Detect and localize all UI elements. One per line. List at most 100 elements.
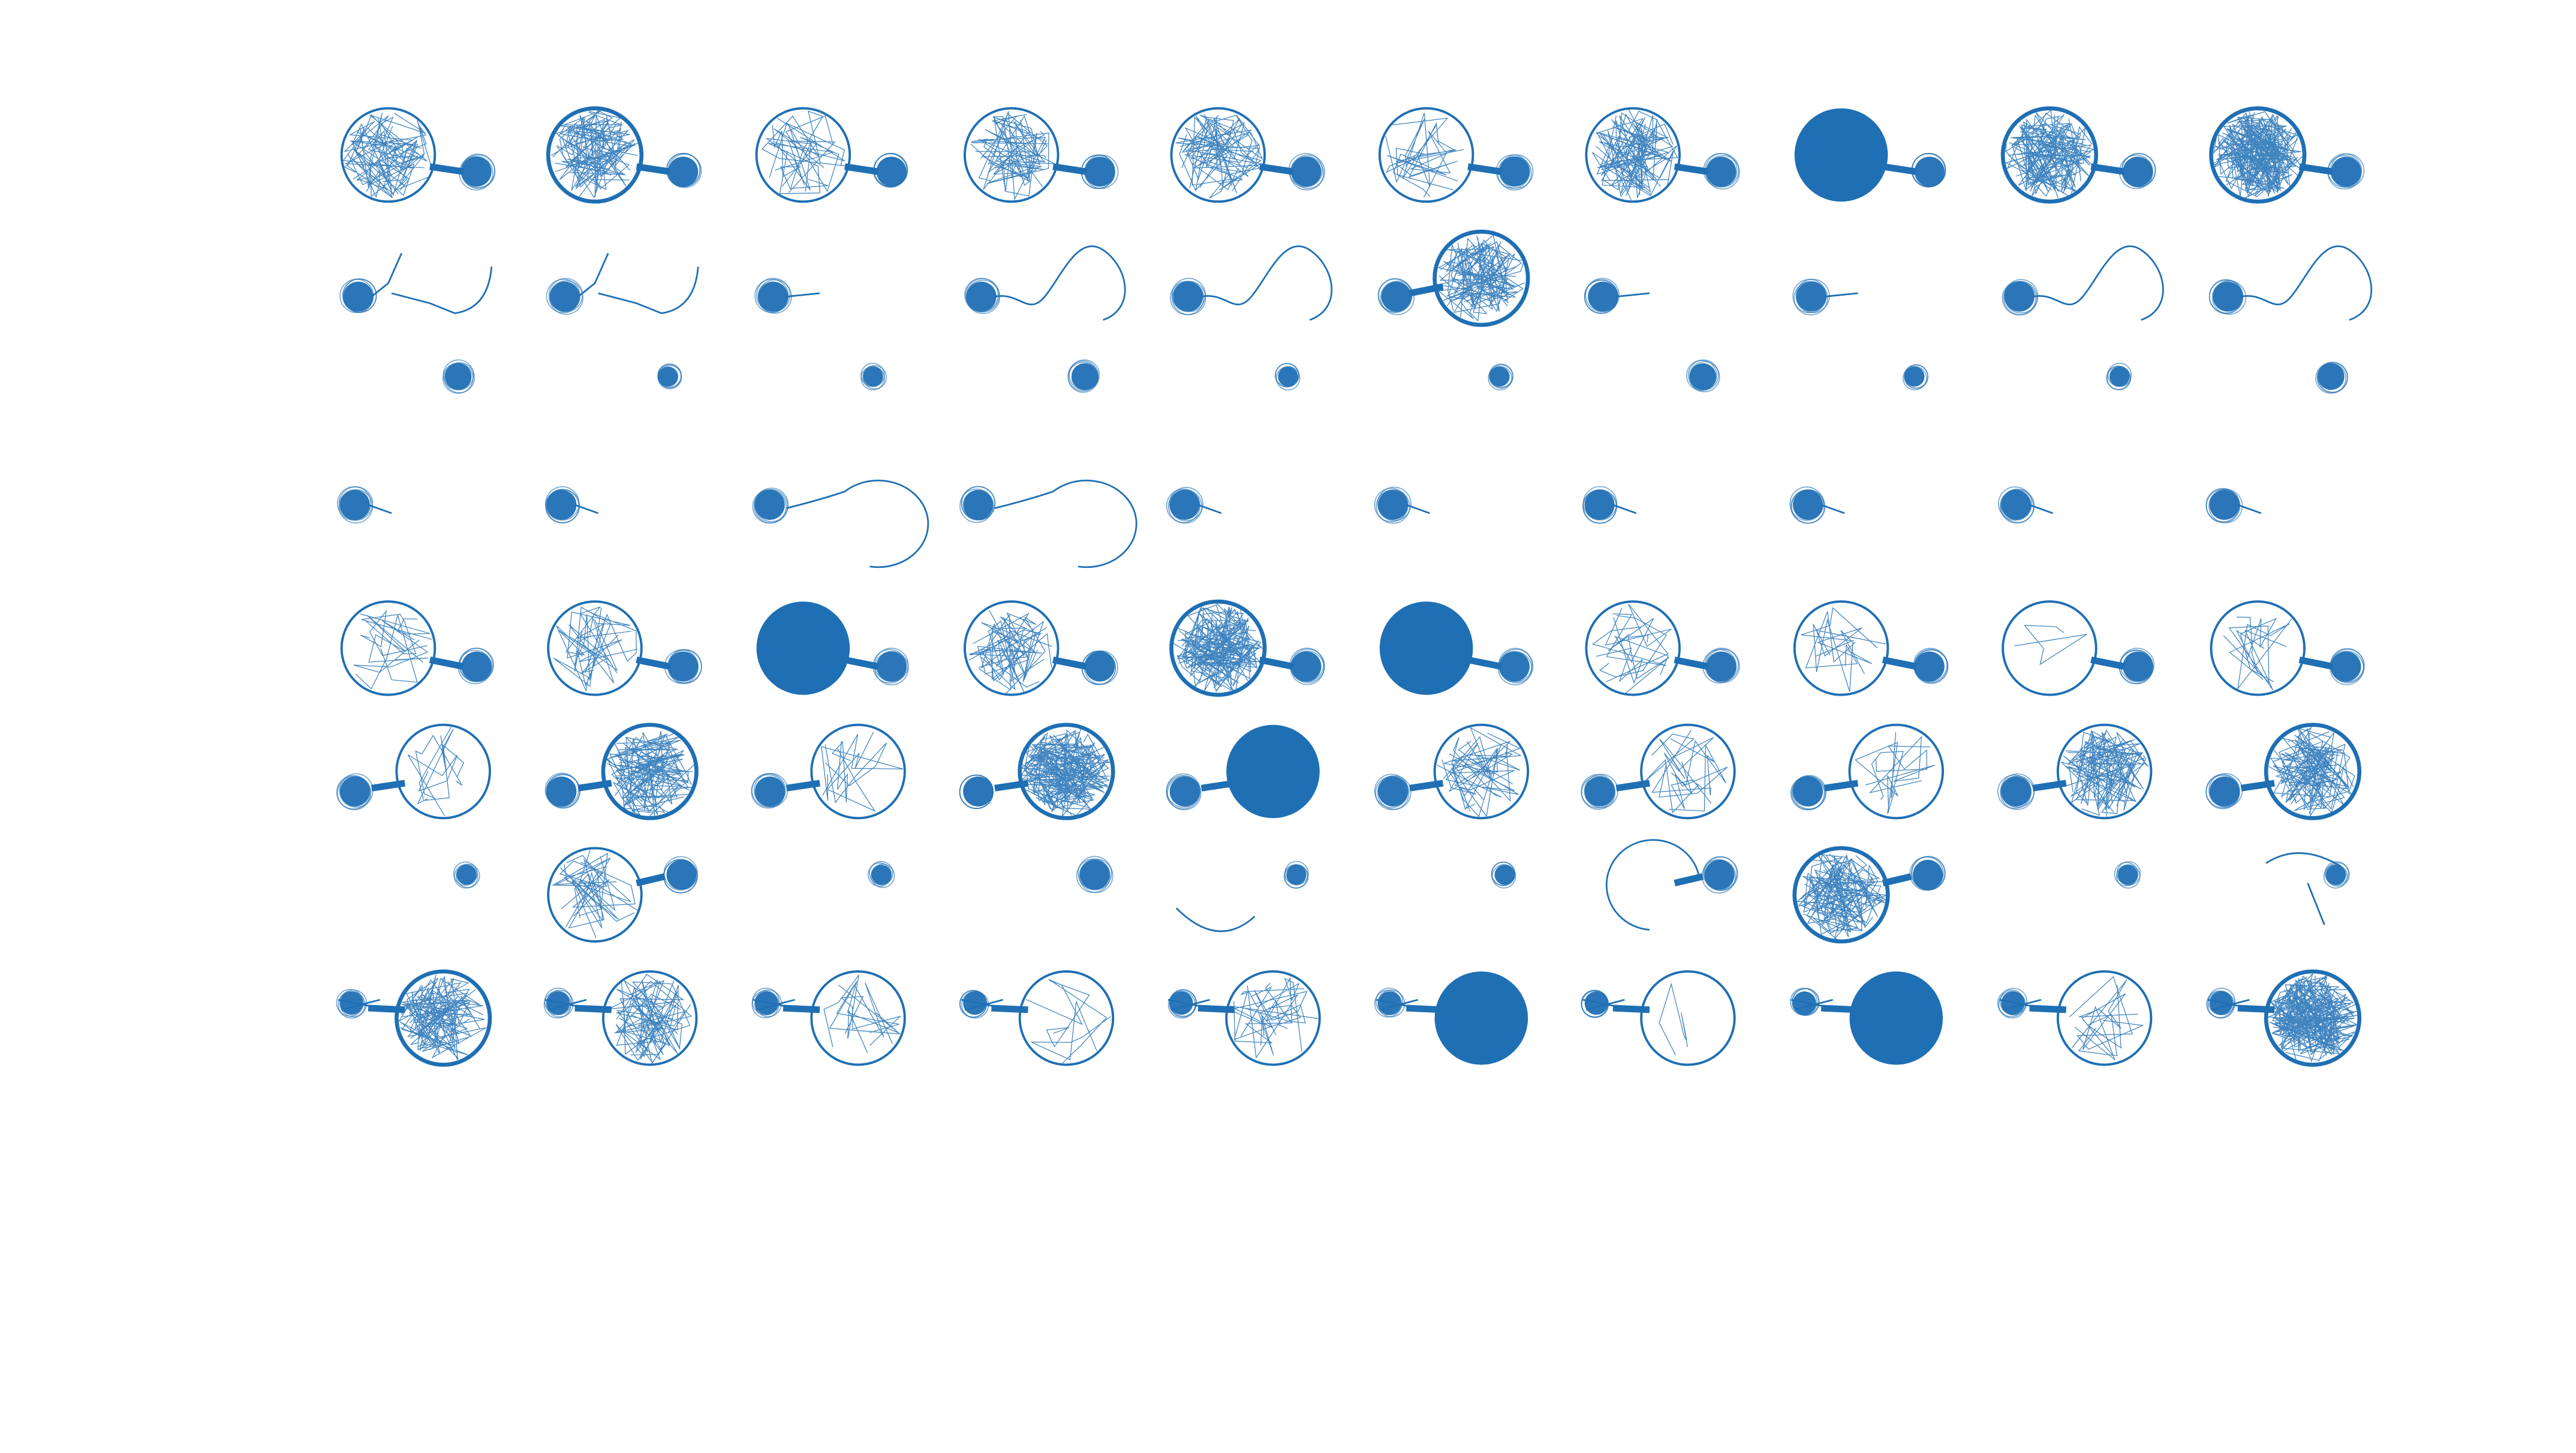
start-chamber-edge [2121,153,2156,188]
start-chamber-edge [461,154,495,188]
trajectory [1437,727,1522,817]
trajectory [1796,853,1888,940]
corridor [1259,656,1294,670]
start-chamber-edge [1290,154,1325,189]
corridor [2298,163,2334,175]
start-chamber-edge [453,864,479,889]
start-chamber-edge [867,862,892,887]
start-chamber-edge [959,774,994,809]
start-chamber-edge [1084,154,1119,189]
trajectory [2060,729,2149,817]
start-chamber-edge [1585,278,1620,312]
excursion [1824,292,1858,297]
trajectory [1591,108,1678,200]
excursion [994,479,1137,568]
start-chamber-edge [2324,861,2349,886]
start-chamber-edge [2316,362,2348,393]
arena-dense [1794,108,1888,202]
excursion [2207,998,2250,1011]
start-chamber-edge [2207,988,2235,1016]
start-chamber-edge [752,489,787,524]
start-chamber [2117,865,2138,885]
arena-edge [1792,846,1890,944]
start-chamber-edge [1792,775,1827,810]
start-chamber [549,281,580,312]
start-chamber [343,281,374,312]
start-chamber-edge [1377,486,1412,521]
arena-edge [1640,970,1736,1066]
start-chamber-edge [2315,362,2346,394]
excursion [1820,504,1845,515]
arena-edge [1848,723,1945,820]
trajectory [1025,979,1111,1064]
start-chamber [1381,281,1412,312]
start-chamber [1689,363,1717,390]
start-chamber-edge [1789,486,1824,521]
arena-edge [1640,723,1736,820]
start-chamber [1286,865,1307,885]
start-chamber [658,366,678,387]
corridor [1467,656,1502,670]
start-chamber-edge [1289,156,1325,191]
excursion [1406,504,1430,515]
arena-edge [1018,970,1115,1066]
excursion [1605,839,1701,931]
excursion [1197,504,1222,515]
start-chamber-edge [1702,649,1737,684]
start-chamber-edge [869,861,893,886]
excursion [2032,245,2164,321]
corridor [1259,163,1294,175]
arena-edge [546,106,644,204]
corridor [783,1004,820,1013]
trajectory [398,974,486,1060]
excursion [2241,245,2372,321]
start-chamber [666,859,697,890]
arena-edge [1018,723,1115,820]
arena-edge [340,600,437,696]
start-chamber [1904,366,1925,387]
excursion [2237,504,2262,515]
start-chamber [546,776,577,807]
trajectory [1592,603,1672,694]
start-chamber-edge [1999,988,2028,1016]
trajectory [2223,616,2292,691]
start-chamber [444,363,472,390]
corridor [2029,1004,2066,1013]
start-chamber-edge [459,156,493,191]
arena-edge [810,970,906,1066]
start-chamber-edge [1491,862,1516,886]
start-chamber-edge [663,856,698,891]
corridor [636,163,670,175]
start-chamber [2209,489,2240,520]
start-chamber-edge [1275,363,1300,387]
start-chamber [1494,865,1515,885]
start-chamber-edge [1913,649,1949,684]
start-chamber-edge [1489,364,1513,389]
corridor [2090,656,2126,670]
corridor [1882,873,1912,887]
arena-edge [2210,600,2306,696]
start-chamber-edge [1380,281,1415,315]
trajectory [551,110,639,198]
start-chamber-edge [1377,775,1412,810]
start-chamber [2123,157,2153,187]
start-chamber [1584,489,1615,520]
start-chamber [1792,776,1823,807]
start-chamber-edge [1067,362,1099,393]
start-chamber [966,281,997,312]
corridor [844,163,879,175]
arena-edge [395,723,491,820]
arena-edge [601,723,699,820]
excursion [2265,852,2342,925]
excursion [338,998,380,1011]
start-chamber [1291,157,1322,187]
start-chamber [1584,776,1615,807]
arena-edge [1170,107,1266,203]
start-chamber-edge [964,278,999,312]
start-chamber-edge [1686,360,1717,391]
start-chamber-edge [1497,156,1532,191]
corridor [574,1004,612,1013]
start-chamber [1706,651,1737,682]
start-chamber [339,489,370,520]
